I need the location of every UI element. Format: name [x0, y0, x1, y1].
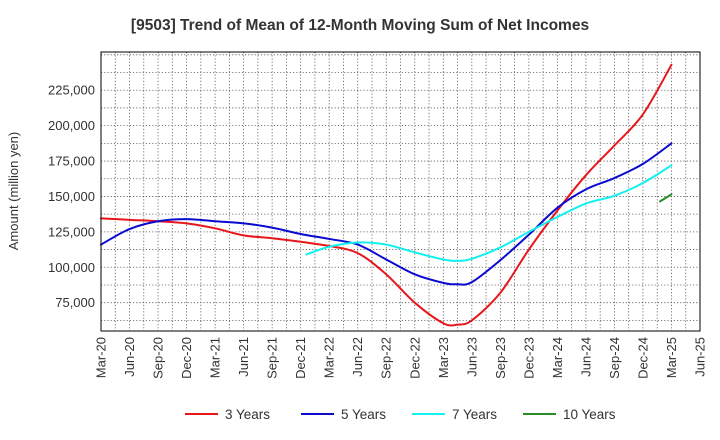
x-tick-label: Jun-24	[578, 337, 593, 377]
x-tick-label: Jun-21	[236, 337, 251, 377]
x-tick-label: Jun-22	[350, 337, 365, 377]
x-tick-label: Dec-20	[179, 337, 194, 379]
y-tick-label: 100,000	[48, 260, 95, 275]
x-tick-label: Sep-22	[379, 337, 394, 379]
x-tick-label: Jun-20	[122, 337, 137, 377]
chart-title: [9503] Trend of Mean of 12-Month Moving …	[131, 17, 589, 34]
x-tick-label: Mar-23	[436, 337, 451, 378]
grid	[101, 52, 700, 331]
legend: 3 Years 5 Years 7 Years 10 Years	[185, 407, 616, 422]
x-tick-label: Mar-21	[208, 337, 223, 378]
y-axis-label: Amount (million yen)	[6, 132, 21, 251]
y-tick-label: 125,000	[48, 224, 95, 239]
x-tick-label: Dec-23	[521, 337, 536, 379]
legend-label-7-years: 7 Years	[452, 407, 497, 422]
legend-label-5-years: 5 Years	[341, 407, 386, 422]
x-tick-label: Dec-24	[635, 337, 650, 379]
legend-label-3-years: 3 Years	[225, 407, 270, 422]
x-tick-label: Mar-20	[94, 337, 109, 378]
plot-frame	[100, 51, 701, 332]
x-tick-label: Sep-20	[151, 337, 166, 379]
series-line-5-years	[100, 142, 673, 286]
x-tick-label: Sep-23	[493, 337, 508, 379]
x-tick-label: Mar-22	[322, 337, 337, 378]
y-tick-label: 75,000	[55, 295, 95, 310]
y-tick-label: 150,000	[48, 189, 95, 204]
series-line-10-years	[659, 193, 673, 203]
y-tick-label: 200,000	[48, 118, 95, 133]
x-axis-ticks: Mar-20 Jun-20 Sep-20 Dec-20 Mar-21 Jun-21 Sep-…	[94, 337, 708, 379]
series-line-3-years	[100, 63, 673, 327]
x-tick-label: Dec-22	[407, 337, 422, 379]
x-tick-label: Jun-25	[693, 337, 708, 377]
x-tick-label: Mar-24	[550, 337, 565, 378]
y-axis-ticks: 75,000 100,000 125,000 150,000 175,000 200,00…	[48, 83, 95, 310]
x-tick-label: Mar-25	[664, 337, 679, 378]
y-tick-label: 225,000	[48, 83, 95, 98]
x-tick-label: Jun-23	[464, 337, 479, 377]
x-tick-label: Sep-21	[265, 337, 280, 379]
series-lines	[100, 63, 673, 327]
x-tick-label: Dec-21	[293, 337, 308, 379]
series-line-7-years	[305, 164, 673, 262]
legend-label-10-years: 10 Years	[563, 407, 616, 422]
y-tick-label: 175,000	[48, 154, 95, 169]
x-tick-label: Sep-24	[607, 337, 622, 379]
